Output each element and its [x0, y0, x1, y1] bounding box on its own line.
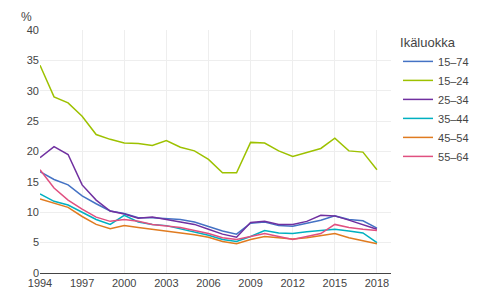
- svg-text:2015: 2015: [323, 277, 347, 289]
- svg-text:35: 35: [27, 54, 39, 66]
- svg-text:25–34: 25–34: [438, 94, 469, 106]
- svg-text:10: 10: [27, 206, 39, 218]
- svg-text:2000: 2000: [112, 277, 136, 289]
- svg-text:25: 25: [27, 115, 39, 127]
- svg-text:45–54: 45–54: [438, 132, 469, 144]
- svg-text:2009: 2009: [238, 277, 262, 289]
- svg-text:35–44: 35–44: [438, 113, 469, 125]
- svg-text:Ikäluokka: Ikäluokka: [400, 35, 456, 50]
- svg-text:2012: 2012: [280, 277, 304, 289]
- svg-text:1994: 1994: [28, 277, 52, 289]
- svg-text:2006: 2006: [196, 277, 220, 289]
- svg-text:5: 5: [33, 236, 39, 248]
- svg-text:2018: 2018: [365, 277, 389, 289]
- svg-text:30: 30: [27, 85, 39, 97]
- svg-text:40: 40: [27, 24, 39, 36]
- svg-text:15–24: 15–24: [438, 75, 469, 87]
- svg-text:55–64: 55–64: [438, 151, 469, 163]
- svg-text:20: 20: [27, 145, 39, 157]
- svg-text:15–74: 15–74: [438, 56, 469, 68]
- svg-text:1997: 1997: [70, 277, 94, 289]
- svg-text:0: 0: [33, 267, 39, 279]
- svg-text:%: %: [21, 10, 32, 24]
- svg-text:2003: 2003: [154, 277, 178, 289]
- svg-text:15: 15: [27, 176, 39, 188]
